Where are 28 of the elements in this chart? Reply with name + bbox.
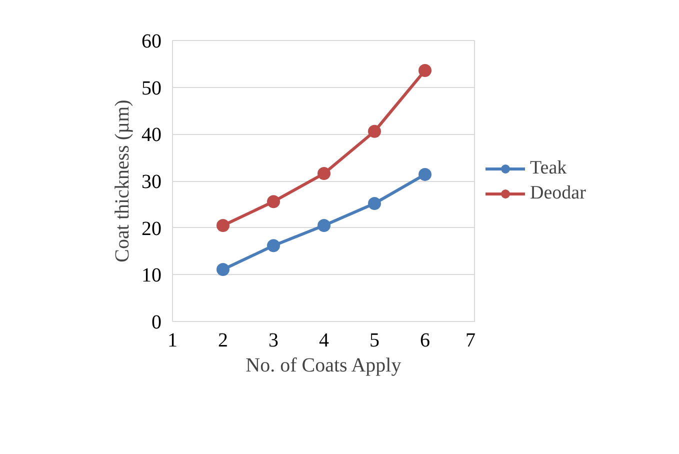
- x-axis-title: No. of Coats Apply: [246, 354, 402, 376]
- point: [318, 219, 330, 232]
- point: [216, 219, 230, 232]
- x-tick-label: 1: [168, 330, 178, 352]
- legend-label: Teak: [530, 157, 567, 179]
- y-axis-title: Coat thickness (µm): [112, 100, 134, 262]
- point: [368, 124, 381, 138]
- y-tick-label: 50: [142, 77, 162, 100]
- y-tick-label: 20: [142, 218, 162, 240]
- point: [216, 263, 230, 276]
- point: [267, 195, 280, 208]
- x-tick-label: 6: [420, 330, 430, 352]
- y-tick-label: 40: [142, 124, 162, 146]
- y-tick-label: 10: [142, 264, 162, 287]
- point: [368, 196, 381, 210]
- point: [418, 168, 432, 181]
- x-tick-label: 7: [466, 330, 476, 352]
- point: [418, 64, 432, 77]
- legend-label: Deodar: [530, 182, 586, 204]
- point: [267, 239, 280, 252]
- x-tick-label: 2: [218, 330, 228, 352]
- x-tick-label: 4: [319, 330, 329, 352]
- x-tick-label: 5: [370, 330, 380, 352]
- y-tick-label: 30: [142, 171, 162, 193]
- x-tick-label: 3: [268, 330, 278, 352]
- y-tick-label: 60: [142, 30, 162, 52]
- point: [318, 167, 330, 180]
- y-tick-label: 0: [152, 312, 162, 334]
